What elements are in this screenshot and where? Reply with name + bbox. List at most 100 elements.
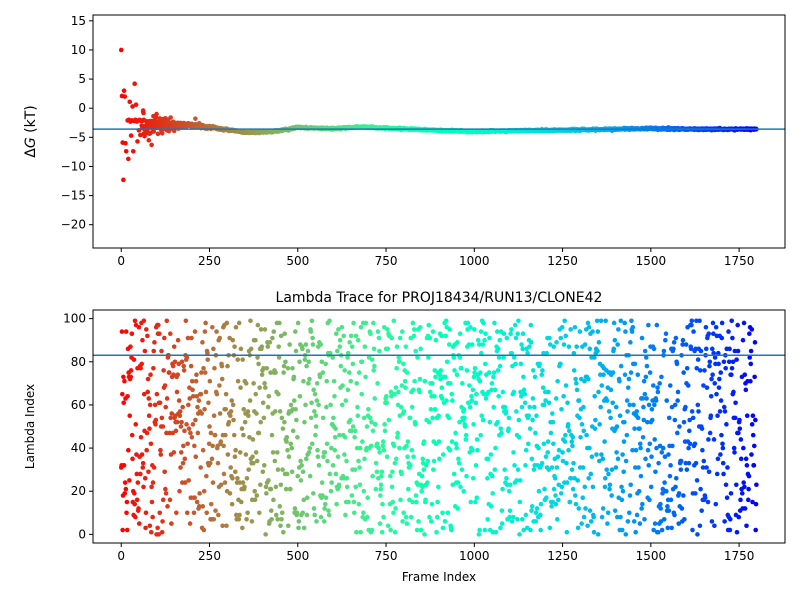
lambda-point — [602, 484, 608, 490]
lambda-point — [351, 499, 357, 505]
lambda-point — [707, 430, 713, 436]
lambda-point — [260, 400, 266, 406]
lambda-point — [659, 527, 665, 533]
lambda-point — [437, 372, 443, 378]
lambda-point — [391, 510, 396, 516]
lambda-point — [120, 527, 125, 533]
lambda-point — [147, 426, 152, 431]
lambda-point — [231, 432, 237, 438]
lambda-point — [238, 346, 244, 352]
lambda-point — [710, 320, 716, 326]
lambda-point — [125, 393, 130, 399]
lambda-point — [712, 381, 718, 386]
lambda-point — [640, 396, 646, 401]
lambda-point — [617, 378, 622, 384]
lambda-point — [380, 443, 386, 449]
lambda-point — [381, 514, 386, 520]
lambda-point — [315, 454, 321, 460]
lambda-point — [595, 329, 601, 334]
lambda-point — [695, 532, 700, 537]
lambda-point — [199, 370, 204, 375]
lambda-point — [150, 514, 155, 520]
lambda-point — [187, 521, 193, 526]
lambda-point — [652, 437, 658, 442]
lambda-point — [133, 514, 138, 520]
lambda-point — [747, 355, 752, 360]
lambda-point — [372, 396, 378, 401]
lambda-point — [276, 391, 281, 397]
lambda-point — [269, 516, 274, 522]
lambda-point — [581, 514, 587, 520]
lambda-point — [131, 357, 137, 362]
lambda-point — [309, 318, 315, 324]
lambda-point — [553, 396, 559, 401]
lambda-point — [534, 506, 540, 511]
lambda-point — [509, 350, 515, 356]
lambda-point — [723, 482, 729, 488]
lambda-point — [397, 335, 403, 341]
lambda-point — [740, 337, 746, 343]
lambda-point — [597, 422, 602, 427]
lambda-point — [718, 398, 724, 403]
lambda-point — [414, 499, 419, 505]
lambda-point — [153, 422, 158, 427]
lambda-point — [326, 508, 331, 513]
lambda-point — [476, 342, 482, 347]
lambda-point — [219, 376, 225, 382]
lambda-point — [283, 359, 288, 365]
lambda-point — [345, 355, 350, 360]
lambda-point — [327, 471, 333, 477]
lambda-point — [253, 337, 258, 343]
lambda-point — [211, 346, 216, 352]
lambda-point — [408, 514, 414, 520]
lambda-point — [132, 501, 137, 507]
lambda-point — [147, 402, 153, 408]
lambda-point — [254, 493, 260, 498]
delta-g-point — [149, 142, 154, 148]
lambda-point — [437, 456, 442, 462]
lambda-point — [284, 439, 289, 444]
lambda-point — [129, 432, 135, 438]
lambda-point — [350, 361, 356, 367]
lambda-point — [659, 374, 664, 380]
lambda-point — [121, 374, 126, 380]
lambda-point — [145, 376, 151, 382]
lambda-point — [552, 475, 558, 481]
lambda-point — [332, 434, 338, 440]
lambda-point — [188, 430, 193, 436]
lambda-point — [742, 372, 748, 378]
lambda-point — [273, 370, 278, 375]
lambda-point — [699, 508, 704, 513]
lambda-point — [684, 467, 690, 472]
lambda-point — [445, 510, 451, 516]
lambda-point — [335, 454, 341, 460]
lambda-point — [280, 467, 285, 472]
lambda-point — [702, 368, 707, 373]
lambda-point — [672, 512, 677, 518]
lambda-point — [572, 324, 578, 330]
lambda-point — [640, 434, 646, 440]
lambda-point — [171, 344, 177, 349]
lambda-point — [159, 415, 165, 421]
lambda-point — [628, 370, 634, 375]
lambda-point — [396, 389, 401, 395]
lambda-point — [181, 368, 187, 373]
lambda-point — [571, 350, 577, 356]
lambda-point — [344, 484, 350, 490]
lambda-point — [703, 346, 709, 352]
lambda-point — [434, 514, 440, 520]
lambda-point — [378, 482, 384, 488]
lambda-point — [721, 359, 727, 365]
lambda-point — [367, 415, 373, 421]
lambda-point — [720, 460, 726, 466]
delta-g-x-ticks: 0 250 500 750 1000 1250 1500 1750 — [117, 248, 754, 268]
lambda-point — [273, 512, 279, 518]
lambda-point — [683, 404, 688, 410]
lambda-point — [261, 415, 267, 421]
lambda-point — [359, 359, 365, 365]
lambda-point — [389, 335, 394, 341]
lambda-point — [588, 519, 594, 524]
lambda-point — [623, 532, 629, 537]
lambda-point — [347, 370, 352, 375]
lambda-point — [697, 368, 703, 373]
